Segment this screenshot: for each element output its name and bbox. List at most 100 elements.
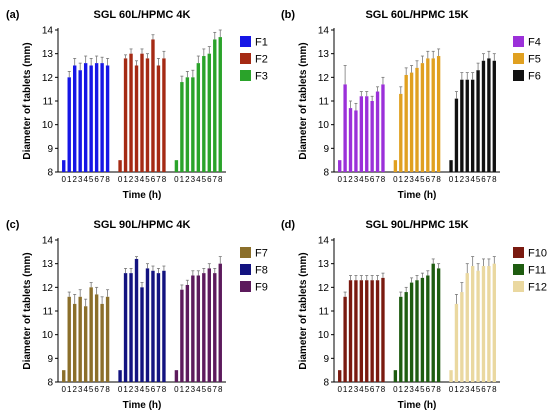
x-tick-label: 3 (354, 385, 359, 394)
bar (431, 58, 435, 172)
legend-swatch (240, 281, 251, 292)
legend-label: F12 (528, 282, 547, 294)
x-tick-label: 2 (185, 385, 190, 394)
bar (202, 56, 206, 172)
bar (476, 70, 480, 172)
x-tick-label: 1 (399, 175, 404, 184)
x-tick-label: 8 (162, 385, 167, 394)
x-tick-label: 3 (409, 385, 414, 394)
chart-title: SGL 90L/HPMC 15K (365, 219, 468, 231)
bar (370, 280, 374, 382)
bar (156, 65, 161, 172)
x-tick-label: 0 (337, 385, 342, 394)
x-tick-label: 7 (213, 385, 218, 394)
x-tick-label: 8 (436, 385, 441, 394)
bar (426, 275, 430, 382)
y-tick-label: 14 (318, 236, 330, 247)
x-tick-label: 5 (365, 385, 370, 394)
legend-label: F4 (528, 37, 541, 49)
bar (460, 79, 464, 172)
y-tick-label: 13 (318, 259, 330, 270)
x-tick-label: 1 (454, 385, 459, 394)
x-tick-label: 8 (218, 175, 223, 184)
bar (415, 280, 419, 382)
bar (348, 108, 353, 172)
legend-label: F6 (528, 71, 541, 83)
bar (218, 37, 222, 172)
chart-title: SGL 60L/HPMC 15K (365, 9, 468, 21)
x-tick-label: 5 (145, 385, 150, 394)
y-tick-label: 12 (42, 283, 54, 294)
bar (476, 270, 480, 382)
x-tick-label: 3 (78, 175, 83, 184)
bar (487, 266, 491, 382)
x-tick-label: 6 (207, 175, 212, 184)
bar (151, 39, 155, 172)
x-tick-label: 6 (94, 385, 99, 394)
y-tick-label: 12 (318, 73, 330, 84)
legend-swatch (240, 264, 251, 275)
y-tick-label: 9 (47, 144, 53, 155)
x-tick-label: 4 (83, 175, 88, 184)
legend-label: F9 (255, 282, 268, 294)
legend-swatch (240, 53, 251, 64)
y-tick-label: 11 (43, 307, 54, 318)
x-tick-label: 4 (83, 385, 88, 394)
bar (180, 289, 184, 382)
x-tick-label: 2 (185, 175, 190, 184)
bar (89, 65, 93, 172)
x-tick-label: 8 (162, 175, 167, 184)
x-tick-label: 4 (140, 175, 145, 184)
bar (83, 63, 88, 173)
legend-label: F10 (528, 248, 547, 260)
bar (375, 91, 380, 172)
y-tick-label: 9 (323, 354, 329, 365)
bar (180, 82, 184, 172)
bar (454, 98, 459, 172)
y-tick-label: 14 (318, 26, 330, 37)
bar (129, 53, 133, 172)
bar (140, 287, 144, 382)
bar (436, 268, 441, 382)
y-axis-label: Diameter of tablets (mm) (298, 252, 309, 369)
x-tick-label: 5 (89, 175, 94, 184)
x-tick-label: 6 (481, 385, 486, 394)
bar (94, 294, 99, 382)
x-tick-label: 8 (105, 175, 110, 184)
x-axis-label: Time (h) (398, 190, 437, 201)
legend-swatch (240, 247, 251, 258)
bar (470, 79, 475, 172)
x-tick-label: 2 (348, 175, 353, 184)
bar (78, 70, 82, 172)
x-tick-label: 2 (404, 385, 409, 394)
bar (156, 273, 161, 382)
chart-title: SGL 60L/HPMC 4K (94, 9, 191, 21)
x-tick-label: 7 (100, 175, 105, 184)
y-tick-label: 8 (323, 168, 329, 179)
y-tick-label: 8 (47, 168, 53, 179)
bar (470, 266, 475, 382)
x-tick-label: 7 (487, 385, 492, 394)
bar (134, 258, 139, 382)
bar (381, 84, 385, 172)
bar (404, 74, 408, 172)
bar (100, 303, 104, 382)
bar (454, 303, 459, 382)
bar (465, 273, 469, 382)
bar (129, 273, 133, 382)
x-tick-label: 7 (213, 175, 218, 184)
x-tick-label: 2 (460, 175, 465, 184)
x-tick-label: 8 (436, 175, 441, 184)
legend-swatch (513, 247, 524, 258)
bar (393, 370, 398, 382)
bar (67, 77, 71, 172)
x-tick-label: 6 (370, 385, 375, 394)
bar (354, 280, 358, 382)
legend-label: F1 (255, 37, 268, 49)
x-tick-label: 7 (431, 385, 436, 394)
bar (162, 270, 166, 382)
bar (420, 277, 425, 382)
x-tick-label: 0 (393, 385, 398, 394)
bar (196, 275, 201, 382)
bar (481, 60, 486, 173)
